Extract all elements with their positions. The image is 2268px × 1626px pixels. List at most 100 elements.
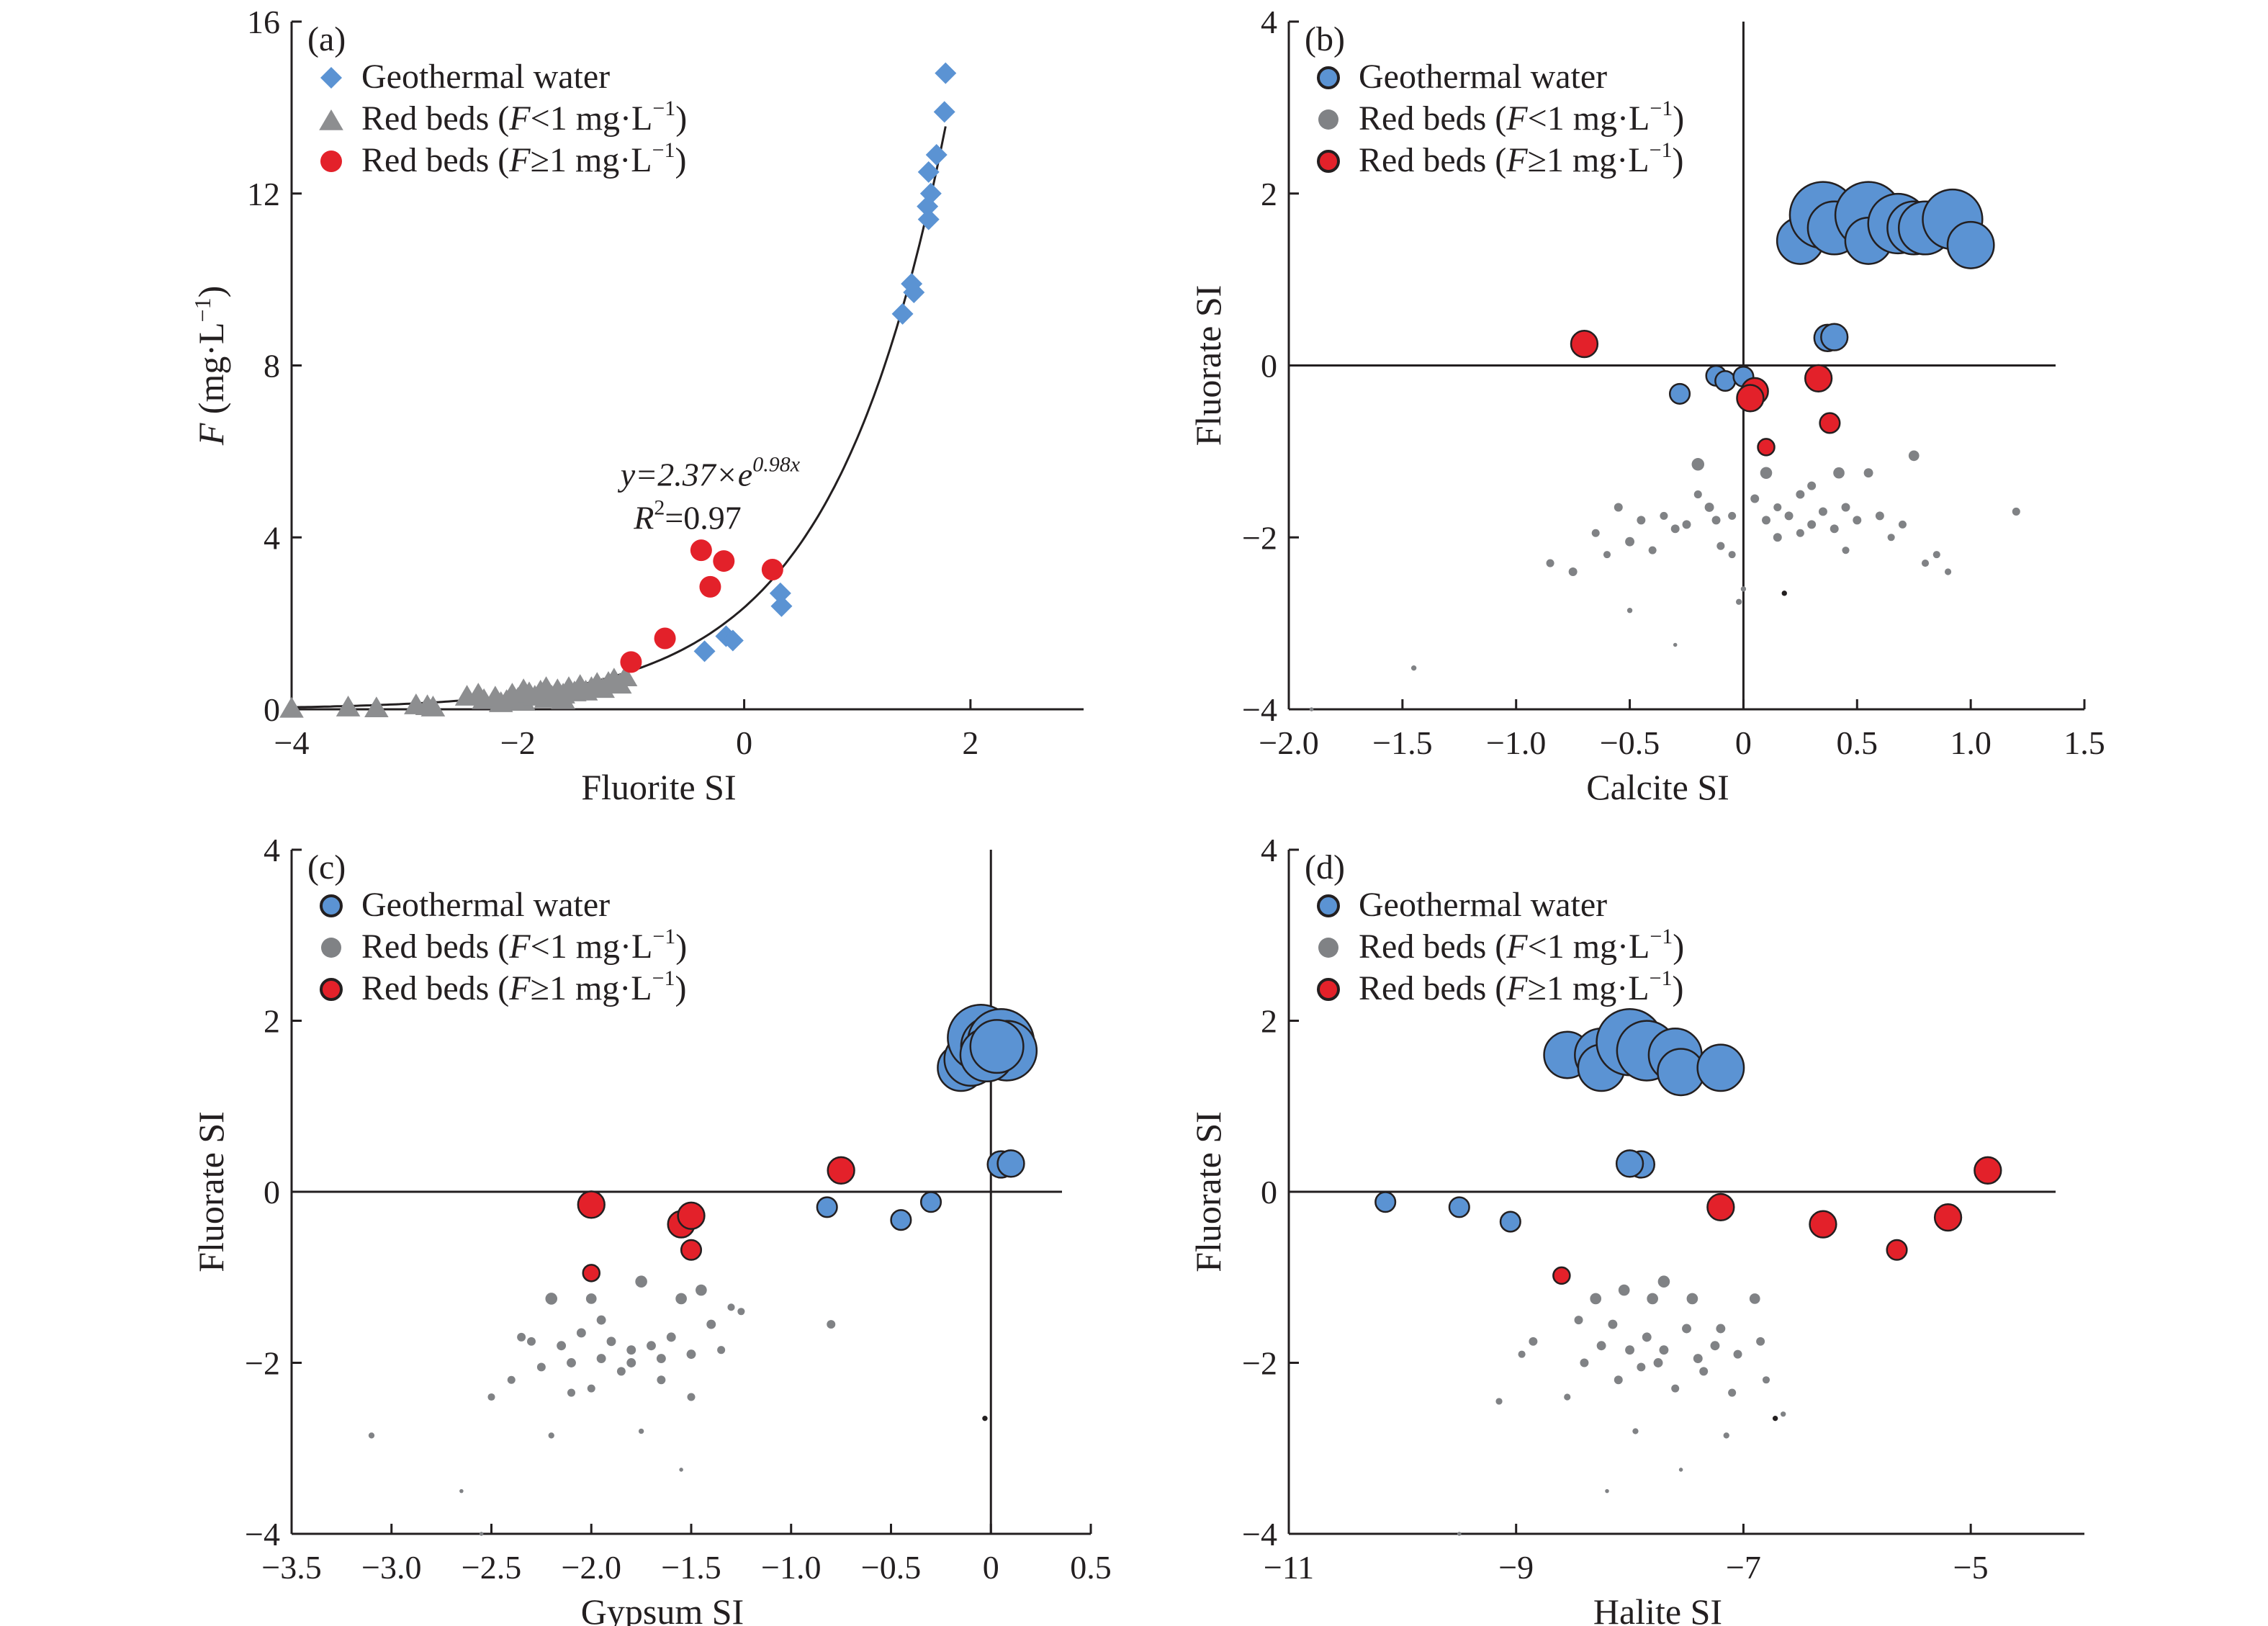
data-point <box>1921 560 1930 567</box>
data-point <box>511 678 536 699</box>
data-point <box>1773 503 1782 511</box>
data-point <box>1605 1488 1609 1494</box>
legend-label: Red beds (F<1 mg·L−1) <box>1359 96 1684 138</box>
data-point <box>613 665 638 687</box>
data-point <box>770 595 793 617</box>
data-point <box>1974 1156 2002 1185</box>
data-point <box>1570 330 1599 359</box>
data-point <box>1625 536 1635 547</box>
data-point <box>626 1345 636 1355</box>
data-point <box>727 1303 735 1311</box>
data-point <box>675 1293 687 1305</box>
data-point <box>925 144 948 166</box>
series-red-beds-f-1-mg-l <box>620 539 783 673</box>
legend-label: Red beds (F≥1 mg·L−1) <box>361 138 687 179</box>
data-point <box>761 559 783 581</box>
data-point <box>1796 529 1804 537</box>
data-point <box>1933 1203 1963 1232</box>
y-tick-label: 4 <box>1261 832 1277 868</box>
data-point <box>1618 1284 1630 1296</box>
data-point <box>1750 494 1760 503</box>
data-point <box>488 691 513 712</box>
data-point <box>279 696 304 718</box>
x-tick-label: −11 <box>1264 1549 1314 1586</box>
data-point <box>903 282 925 304</box>
data-point <box>587 1384 595 1393</box>
data-point <box>1886 1239 1908 1261</box>
data-point <box>969 1019 1025 1074</box>
data-point <box>713 550 735 572</box>
y-axis-title: Fluorate SI <box>191 1111 231 1272</box>
data-point <box>693 640 716 662</box>
data-point <box>557 1341 567 1351</box>
data-point <box>336 696 361 717</box>
x-axis-title: Gypsum SI <box>581 1591 744 1626</box>
data-point <box>596 1354 606 1364</box>
data-point <box>1457 1532 1462 1536</box>
legend-label: Red beds (F≥1 mg·L−1) <box>1359 138 1684 179</box>
data-point <box>536 1362 546 1372</box>
series-red-beds-f-1-mg-l <box>279 665 638 718</box>
y-tick-label: 4 <box>1261 4 1277 40</box>
data-point <box>706 1319 716 1329</box>
data-point <box>1615 1149 1644 1178</box>
x-tick-label: −0.5 <box>1600 724 1660 761</box>
series-geothermal-water <box>816 1004 1038 1231</box>
data-point <box>827 1320 836 1329</box>
data-point <box>1818 507 1827 516</box>
x-tick-label: 0.5 <box>1070 1549 1112 1586</box>
x-tick-label: 1.5 <box>2064 724 2105 761</box>
y-tick-label: −4 <box>245 1516 280 1553</box>
data-point <box>487 1393 495 1401</box>
data-point <box>582 1264 600 1283</box>
data-point <box>1908 450 1920 462</box>
data-point <box>1728 1388 1737 1397</box>
legend-label: Red beds (F<1 mg·L−1) <box>1359 925 1684 966</box>
data-point <box>534 676 559 697</box>
data-point <box>1625 1345 1635 1355</box>
data-point <box>1749 1293 1760 1304</box>
data-point <box>635 1275 647 1288</box>
series-extra <box>1781 590 1787 596</box>
data-point <box>1757 438 1776 457</box>
y-tick-label: 2 <box>1261 1003 1277 1040</box>
data-point <box>1637 516 1646 525</box>
y-tick-label: 0 <box>264 691 280 728</box>
data-point <box>1736 384 1765 413</box>
data-point <box>919 1191 942 1213</box>
data-point <box>459 1488 464 1494</box>
x-tick-label: −0.5 <box>861 1549 921 1586</box>
data-point <box>982 1416 988 1421</box>
data-point <box>1673 642 1678 647</box>
data-point <box>606 1337 616 1347</box>
data-point <box>1716 542 1725 550</box>
data-point <box>721 629 744 652</box>
data-point <box>364 696 389 718</box>
data-point <box>1773 533 1782 542</box>
data-point <box>567 1388 576 1397</box>
data-point <box>1686 1293 1698 1305</box>
x-tick-label: −2 <box>500 724 536 761</box>
data-point <box>1518 1350 1526 1358</box>
x-tick-label: −2.0 <box>562 1549 621 1586</box>
data-point <box>1740 586 1747 592</box>
legend-marker <box>1318 938 1338 958</box>
data-point <box>1546 559 1554 567</box>
y-tick-label: 0 <box>264 1174 280 1210</box>
data-point <box>680 1239 703 1261</box>
x-tick-label: −1.5 <box>661 1549 721 1586</box>
y-tick-label: −4 <box>1242 691 1277 728</box>
data-point <box>1659 1345 1669 1355</box>
data-point <box>1670 524 1680 534</box>
x-axis-title: Calcite SI <box>1586 767 1729 807</box>
data-point <box>690 539 712 562</box>
data-point <box>1784 511 1794 521</box>
data-point <box>1495 1398 1503 1405</box>
data-point <box>654 627 676 650</box>
data-point <box>1728 511 1737 520</box>
y-tick-label: 0 <box>1261 348 1277 385</box>
data-point <box>1723 1432 1729 1439</box>
data-point <box>1632 1428 1639 1434</box>
